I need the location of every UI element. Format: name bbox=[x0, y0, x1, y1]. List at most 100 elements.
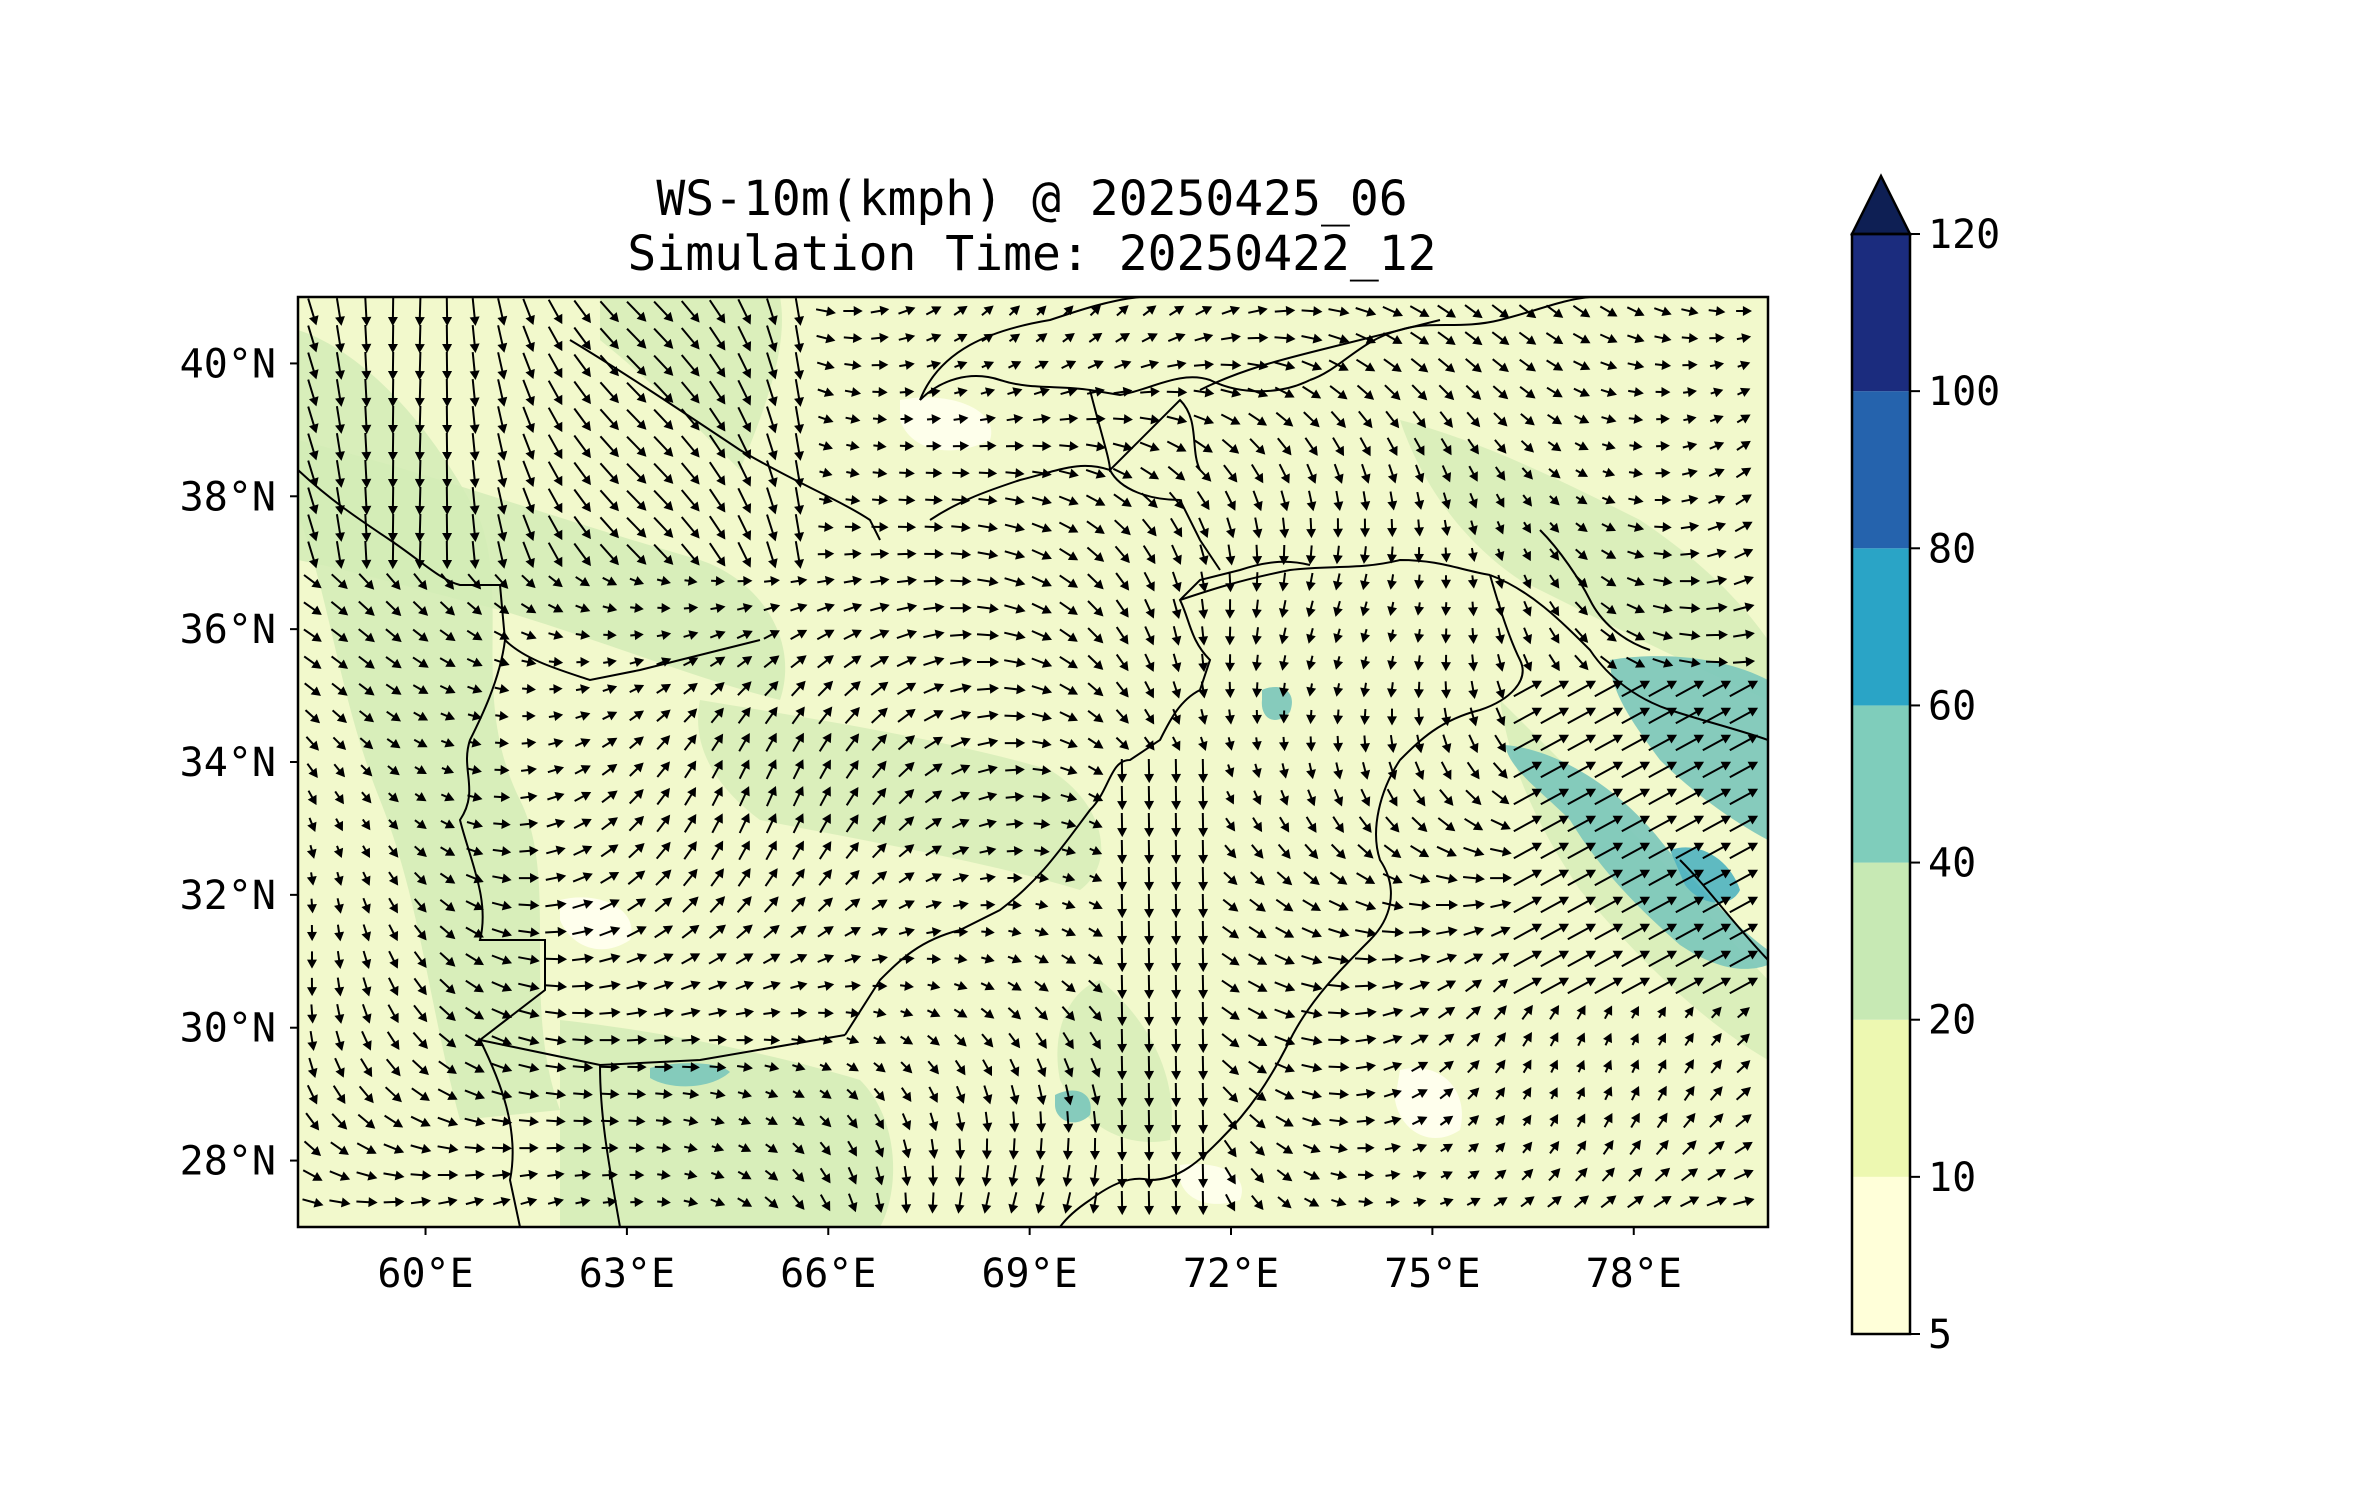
wind-arrow bbox=[414, 324, 425, 354]
wind-arrow bbox=[1171, 893, 1182, 919]
wind-arrow bbox=[898, 788, 915, 805]
wind-arrow bbox=[1603, 1086, 1613, 1101]
wind-arrow bbox=[1439, 789, 1454, 806]
wind-arrow bbox=[1005, 495, 1025, 506]
wind-arrow bbox=[950, 576, 972, 587]
wind-arrow bbox=[439, 925, 456, 940]
wind-arrow bbox=[1441, 575, 1451, 589]
wind-arrow bbox=[1387, 655, 1398, 671]
wind-arrow bbox=[1603, 1005, 1613, 1020]
wind-arrow bbox=[1494, 466, 1506, 481]
wind-arrow bbox=[1682, 1140, 1697, 1156]
wind-arrow bbox=[684, 787, 697, 806]
wind-arrow bbox=[1493, 1005, 1507, 1020]
wind-arrow bbox=[442, 351, 453, 381]
wind-arrow bbox=[1494, 1032, 1507, 1047]
wind-arrow bbox=[1621, 788, 1651, 806]
wind-arrow bbox=[387, 432, 398, 462]
wind-arrow bbox=[469, 379, 480, 407]
wind-arrow bbox=[1382, 305, 1404, 317]
wind-arrow bbox=[519, 1143, 539, 1154]
wind-arrow bbox=[927, 1034, 940, 1046]
wind-arrow bbox=[1305, 816, 1317, 833]
wind-arrow bbox=[736, 603, 753, 613]
wind-arrow bbox=[1706, 575, 1728, 586]
wind-arrow bbox=[572, 1035, 594, 1046]
longitude-tick-labels: 60°E 63°E 66°E 69°E 72°E 75°E 78°E bbox=[377, 1227, 1682, 1297]
wind-arrow bbox=[737, 298, 752, 325]
wind-arrow bbox=[1247, 1034, 1268, 1047]
wind-arrow bbox=[469, 298, 480, 326]
wind-arrow bbox=[1708, 468, 1725, 478]
wind-arrow bbox=[1436, 845, 1457, 857]
wind-arrow bbox=[361, 845, 371, 858]
colorbar-tick-label: 20 bbox=[1928, 998, 1976, 1044]
wind-arrow bbox=[572, 1062, 594, 1073]
wind-arrow bbox=[653, 327, 674, 349]
wind-arrow bbox=[1576, 1113, 1586, 1128]
wind-arrow bbox=[923, 656, 945, 667]
lat-tick-label: 34°N bbox=[180, 740, 276, 786]
wind-arrow bbox=[1008, 333, 1021, 343]
wind-arrow bbox=[599, 926, 621, 937]
wind-arrow bbox=[1332, 518, 1343, 538]
wind-arrow bbox=[843, 575, 863, 586]
wind-arrow bbox=[1278, 463, 1290, 484]
wind-arrow bbox=[1222, 925, 1240, 939]
wind-arrow bbox=[1567, 815, 1597, 833]
wind-arrow bbox=[766, 460, 778, 488]
wind-arrow bbox=[410, 1115, 431, 1127]
wind-arrow bbox=[871, 760, 887, 779]
wind-arrow bbox=[467, 684, 483, 694]
wind-arrow bbox=[711, 759, 723, 779]
wind-arrow bbox=[1089, 872, 1103, 883]
wind-arrow bbox=[439, 978, 456, 995]
wind-arrow bbox=[1252, 790, 1262, 806]
wind-arrow bbox=[709, 1062, 727, 1073]
wind-arrow bbox=[573, 845, 593, 856]
wind-arrow bbox=[628, 1116, 646, 1127]
wind-arrow bbox=[710, 1116, 725, 1126]
wind-arrow bbox=[521, 657, 537, 667]
wind-arrow bbox=[440, 819, 455, 829]
lat-tick-label: 28°N bbox=[180, 1139, 276, 1185]
wind-arrow bbox=[1540, 977, 1570, 995]
wind-arrow bbox=[952, 441, 970, 452]
wind-arrow bbox=[1495, 680, 1506, 700]
wind-arrow bbox=[1567, 869, 1597, 887]
wind-arrow bbox=[1220, 332, 1241, 343]
wind-arrow bbox=[737, 1170, 752, 1180]
wind-arrow bbox=[573, 407, 591, 432]
wind-arrow bbox=[1332, 545, 1343, 565]
wind-arrow bbox=[1436, 953, 1458, 964]
wind-arrow bbox=[1220, 387, 1242, 398]
wind-arrow bbox=[361, 924, 372, 942]
wind-arrow bbox=[1063, 1084, 1074, 1106]
wind-arrow bbox=[1333, 628, 1343, 644]
wind-arrow bbox=[1333, 762, 1344, 780]
wind-arrow bbox=[573, 515, 591, 540]
wind-arrow bbox=[1117, 974, 1128, 1000]
wind-arrow bbox=[1088, 332, 1103, 343]
wind-arrow bbox=[977, 576, 999, 587]
wind-arrow bbox=[978, 791, 998, 802]
wind-arrow bbox=[1387, 601, 1398, 617]
wind-arrow bbox=[1549, 600, 1560, 617]
wind-arrow bbox=[387, 324, 398, 354]
wind-arrow bbox=[1414, 491, 1425, 510]
wind-arrow bbox=[442, 486, 453, 516]
wind-arrow bbox=[1274, 1008, 1296, 1019]
wind-arrow bbox=[414, 792, 427, 802]
wind-arrow bbox=[1085, 468, 1106, 479]
wind-arrow bbox=[1144, 1190, 1155, 1216]
wind-arrow bbox=[1061, 954, 1077, 964]
wind-arrow bbox=[1387, 682, 1398, 698]
wind-arrow bbox=[1574, 414, 1590, 424]
wind-arrow bbox=[1657, 1032, 1667, 1046]
wind-arrow bbox=[1626, 630, 1646, 641]
wind-arrow bbox=[1567, 896, 1597, 914]
wind-arrow bbox=[897, 521, 917, 532]
wind-arrow bbox=[361, 950, 372, 969]
wind-arrow bbox=[1331, 1197, 1347, 1207]
wind-arrow bbox=[1522, 627, 1533, 645]
